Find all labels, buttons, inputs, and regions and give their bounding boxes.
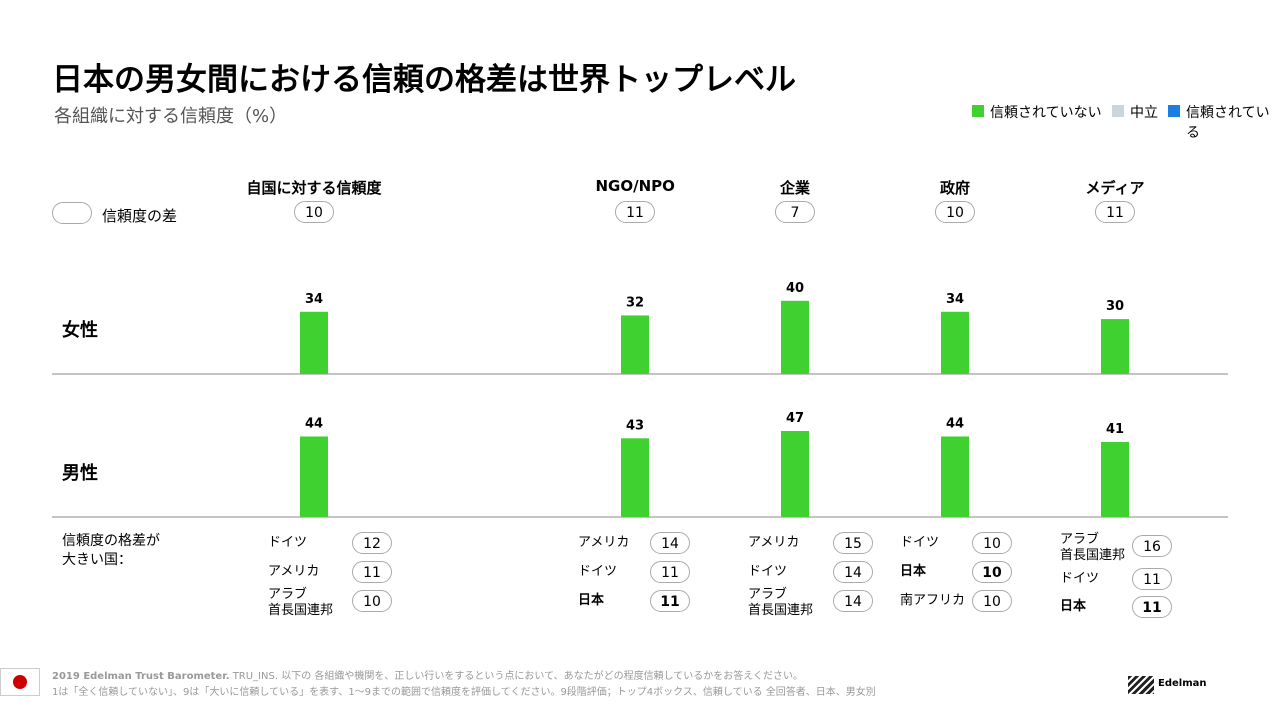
country-value: 10 xyxy=(972,590,1012,612)
country-value: 14 xyxy=(833,561,873,583)
countries-label: 信頼度の格差が 大きい国： xyxy=(62,533,160,568)
country-name: アラブ 首長国連邦 xyxy=(748,587,814,618)
bar xyxy=(1101,319,1129,374)
country-value: 14 xyxy=(833,590,873,612)
country-name: アメリカ xyxy=(748,535,800,550)
value-label: 34 xyxy=(305,292,323,307)
diff-value: 7 xyxy=(775,201,815,223)
bar xyxy=(300,436,328,517)
diff-value: 10 xyxy=(935,201,975,223)
bar xyxy=(941,311,969,374)
country-value: 10 xyxy=(972,561,1012,583)
country-value: 11 xyxy=(1132,596,1172,618)
legend-swatch xyxy=(972,105,984,117)
category-label: メディア xyxy=(1085,179,1145,197)
country-value: 12 xyxy=(352,532,392,554)
country-value: 11 xyxy=(650,590,690,612)
country-value: 11 xyxy=(650,561,690,583)
category-label: 政府 xyxy=(940,179,971,197)
legend-swatch xyxy=(1168,105,1180,117)
bar xyxy=(621,315,649,374)
country-value: 10 xyxy=(972,532,1012,554)
country-name: アメリカ xyxy=(578,535,630,550)
value-label: 41 xyxy=(1106,422,1124,437)
country-name: 日本 xyxy=(578,593,605,608)
value-label: 32 xyxy=(626,295,644,310)
diff-legend-pill xyxy=(52,202,92,224)
value-label: 43 xyxy=(626,418,644,433)
diff-label: 信頼度の差 xyxy=(102,207,178,225)
legend-label: 中立 xyxy=(1130,105,1158,121)
bar xyxy=(1101,441,1129,517)
country-name: ドイツ xyxy=(748,564,788,579)
country-name: 日本 xyxy=(900,564,927,579)
country-name: アラブ 首長国連邦 xyxy=(268,587,334,618)
bar xyxy=(941,436,969,517)
country-value: 11 xyxy=(1132,568,1172,590)
footer-line1: 2019 Edelman Trust Barometer. TRU_INS. 以… xyxy=(52,667,803,682)
value-label: 40 xyxy=(786,281,804,296)
bar xyxy=(781,430,809,517)
diff-value: 10 xyxy=(294,201,334,223)
diff-value: 11 xyxy=(1095,201,1135,223)
row-label: 女性 xyxy=(62,320,98,341)
diff-value: 11 xyxy=(615,201,655,223)
country-name: ドイツ xyxy=(1060,571,1100,586)
value-label: 30 xyxy=(1106,299,1124,314)
flag xyxy=(0,668,40,696)
country-name: アラブ 首長国連邦 xyxy=(1060,532,1126,563)
title: 日本の男女間における信頼の格差は世界トップレベル xyxy=(52,62,796,98)
bar xyxy=(300,311,328,374)
country-name: ドイツ xyxy=(578,564,618,579)
category-label: 自国に対する信頼度 xyxy=(246,179,382,197)
legend-swatch xyxy=(1112,105,1124,117)
value-label: 44 xyxy=(946,416,964,431)
category-label: 企業 xyxy=(780,179,811,197)
logo-mark xyxy=(1128,676,1154,694)
country-value: 11 xyxy=(352,561,392,583)
country-value: 14 xyxy=(650,532,690,554)
country-name: アメリカ xyxy=(268,564,320,579)
country-value: 10 xyxy=(352,590,392,612)
subtitle: 各組織に対する信頼度（%） xyxy=(54,106,288,127)
logo: Edelman xyxy=(1158,678,1207,689)
footer-line2: 1は「全く信頼していない」、9は「大いに信頼している」を表す、1～9までの範囲で… xyxy=(52,687,876,698)
legend-label: 信頼されていない xyxy=(990,105,1102,121)
value-label: 44 xyxy=(305,416,323,431)
country-name: ドイツ xyxy=(900,535,940,550)
country-name: ドイツ xyxy=(268,535,308,550)
legend-label: 信頼されている xyxy=(1186,105,1270,141)
row-label: 男性 xyxy=(62,463,98,484)
country-value: 15 xyxy=(833,532,873,554)
value-label: 34 xyxy=(946,292,964,307)
bar xyxy=(621,438,649,517)
country-value: 16 xyxy=(1132,535,1172,557)
category-label: NGO/NPO xyxy=(595,177,675,195)
country-name: 日本 xyxy=(1060,599,1087,614)
footer-source: 2019 Edelman Trust Barometer. xyxy=(52,671,230,682)
country-name: 南アフリカ xyxy=(900,593,966,608)
value-label: 47 xyxy=(786,411,804,426)
bar xyxy=(781,300,809,374)
footer-text: TRU_INS. 以下の 各組織や機関を、正しい行いをするという点において、あな… xyxy=(232,671,803,682)
